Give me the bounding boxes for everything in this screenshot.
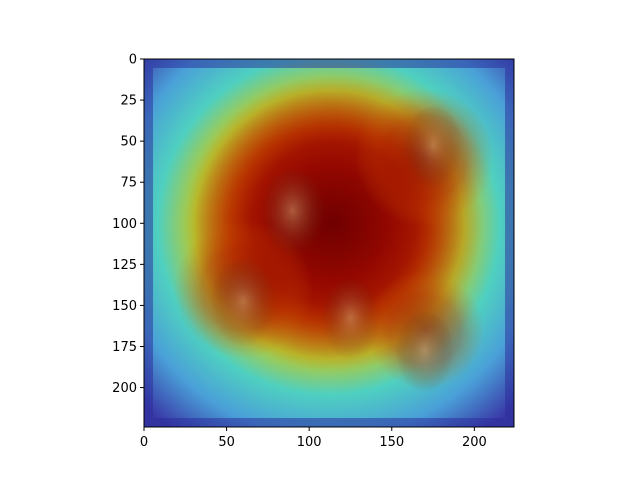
heatmap-image <box>144 59 514 427</box>
photo-face-blob <box>403 106 463 193</box>
photo-face-blob <box>259 169 326 262</box>
axes-frame <box>143 58 515 428</box>
photo-face-blob <box>395 312 455 398</box>
x-tick-label: 150 <box>379 435 404 450</box>
y-tick-label: 25 <box>120 94 137 109</box>
y-tick-label: 150 <box>112 299 137 314</box>
x-tick-label: 0 <box>140 435 148 450</box>
y-tick-label: 100 <box>112 217 137 232</box>
y-tick-label: 50 <box>120 135 137 150</box>
x-tick-label: 200 <box>462 435 487 450</box>
y-tick-label: 75 <box>120 176 137 191</box>
y-tick-label: 200 <box>112 381 137 396</box>
x-tick-label: 100 <box>297 435 322 450</box>
y-tick-label: 0 <box>129 53 137 68</box>
photo-face-blob <box>320 279 381 365</box>
y-axis-ticks: 0 25 50 75 100 125 150 175 200 <box>112 53 144 396</box>
y-tick-label: 175 <box>112 340 137 355</box>
y-tick-label: 125 <box>112 258 137 273</box>
photo-face-blob <box>210 259 277 352</box>
x-tick-label: 50 <box>218 435 235 450</box>
x-axis-ticks: 0 50 100 150 200 <box>140 427 487 450</box>
